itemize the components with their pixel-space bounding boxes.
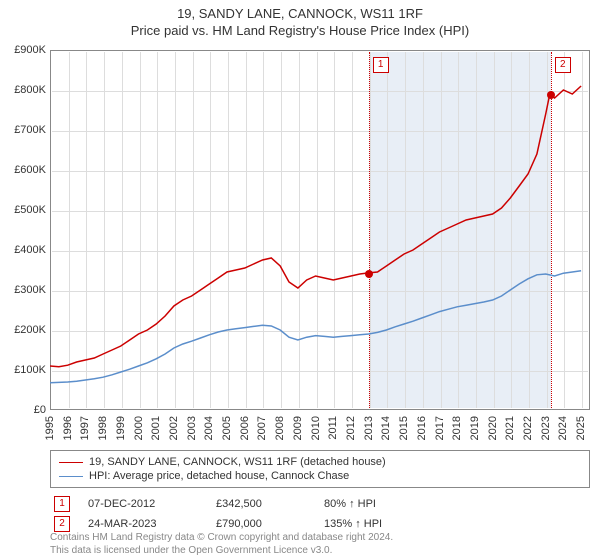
y-axis-label: £900K: [2, 44, 46, 56]
legend-item: 19, SANDY LANE, CANNOCK, WS11 1RF (detac…: [59, 455, 581, 469]
sale-price: £342,500: [216, 498, 306, 510]
series-line: [50, 86, 581, 367]
x-axis-label: 2020: [487, 416, 499, 440]
sale-row: 1 07-DEC-2012 £342,500 80% ↑ HPI: [50, 494, 590, 514]
y-axis-label: £400K: [2, 244, 46, 256]
legend-label: 19, SANDY LANE, CANNOCK, WS11 1RF (detac…: [89, 456, 386, 468]
y-axis-label: £0: [2, 404, 46, 416]
x-axis-label: 2022: [522, 416, 534, 440]
x-axis-label: 2011: [327, 416, 339, 440]
sale-marker-box: 2: [54, 516, 70, 532]
series-legend: 19, SANDY LANE, CANNOCK, WS11 1RF (detac…: [50, 450, 590, 488]
x-axis-label: 2018: [451, 416, 463, 440]
sale-price: £790,000: [216, 518, 306, 530]
sale-date: 07-DEC-2012: [88, 498, 198, 510]
sale-hpi: 135% ↑ HPI: [324, 518, 434, 530]
x-axis-label: 1996: [62, 416, 74, 440]
chart-subtitle: Price paid vs. HM Land Registry's House …: [0, 21, 600, 42]
x-axis-label: 2006: [239, 416, 251, 440]
x-axis-label: 1997: [79, 416, 91, 440]
sale-marker-box: 1: [54, 496, 70, 512]
legend-swatch: [59, 462, 83, 463]
legend-label: HPI: Average price, detached house, Cann…: [89, 470, 349, 482]
footer-line: This data is licensed under the Open Gov…: [50, 545, 393, 558]
x-axis-label: 2021: [504, 416, 516, 440]
y-axis-label: £500K: [2, 204, 46, 216]
sales-table: 1 07-DEC-2012 £342,500 80% ↑ HPI 2 24-MAR-202…: [50, 494, 590, 534]
y-axis-label: £300K: [2, 284, 46, 296]
x-axis-label: 2002: [168, 416, 180, 440]
x-axis-label: 2005: [221, 416, 233, 440]
footer-line: Contains HM Land Registry data © Crown c…: [50, 532, 393, 545]
chart-title: 19, SANDY LANE, CANNOCK, WS11 1RF: [0, 0, 600, 21]
legend-swatch: [59, 476, 83, 477]
x-axis-label: 2019: [469, 416, 481, 440]
x-axis-label: 2003: [186, 416, 198, 440]
x-axis-label: 1998: [97, 416, 109, 440]
sale-date: 24-MAR-2023: [88, 518, 198, 530]
x-axis-label: 2013: [363, 416, 375, 440]
x-axis-label: 2009: [292, 416, 304, 440]
x-axis-label: 1995: [44, 416, 56, 440]
sale-row: 2 24-MAR-2023 £790,000 135% ↑ HPI: [50, 514, 590, 534]
x-axis-label: 2024: [557, 416, 569, 440]
x-axis-label: 2008: [274, 416, 286, 440]
x-axis-label: 2004: [203, 416, 215, 440]
legend-and-sales: 19, SANDY LANE, CANNOCK, WS11 1RF (detac…: [50, 450, 590, 534]
chart-area: 12 £0£100K£200K£300K£400K£500K£600K£700K…: [50, 50, 590, 410]
x-axis-label: 2025: [575, 416, 587, 440]
footer-attribution: Contains HM Land Registry data © Crown c…: [50, 532, 393, 557]
x-axis-label: 1999: [115, 416, 127, 440]
y-axis-label: £700K: [2, 124, 46, 136]
x-axis-label: 2017: [434, 416, 446, 440]
y-axis-label: £200K: [2, 324, 46, 336]
x-axis-label: 2016: [416, 416, 428, 440]
x-axis-label: 2014: [380, 416, 392, 440]
sale-hpi: 80% ↑ HPI: [324, 498, 434, 510]
x-axis-label: 2000: [133, 416, 145, 440]
y-axis-label: £100K: [2, 364, 46, 376]
series-line: [50, 271, 581, 383]
x-axis-label: 2015: [398, 416, 410, 440]
x-axis-label: 2012: [345, 416, 357, 440]
x-axis-label: 2010: [310, 416, 322, 440]
y-axis-label: £800K: [2, 84, 46, 96]
x-axis-label: 2023: [540, 416, 552, 440]
x-axis-label: 2007: [256, 416, 268, 440]
legend-item: HPI: Average price, detached house, Cann…: [59, 469, 581, 483]
series-svg: [50, 50, 590, 410]
x-axis-label: 2001: [150, 416, 162, 440]
y-axis-label: £600K: [2, 164, 46, 176]
